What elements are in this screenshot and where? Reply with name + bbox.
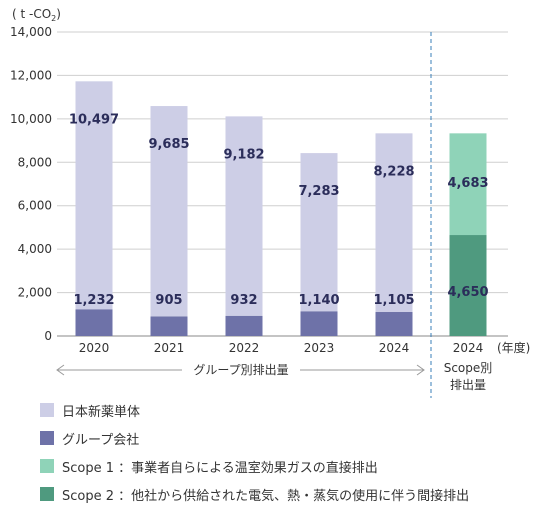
emissions-chart: ( t -CO2) 0 2,000 4,000 6,000 8,000 10,000 12,… [10,7,530,398]
bar-nippon-shinyaku [375,133,413,313]
grid-lines [57,31,508,337]
legend-swatch [40,403,54,417]
bar-nippon-shinyaku [150,106,188,317]
x-tick-label: 2024 [453,341,484,355]
bar-value-label: 9,685 [148,137,189,152]
bar-value-label: 7,283 [298,184,339,199]
legend-label: グループ会社 [62,432,140,448]
x-axis: 2020 2021 2022 2023 2024 2024 [79,341,484,355]
legend-swatch [40,487,54,501]
bar-nippon-shinyaku [225,116,263,316]
x-tick-label: 2022 [229,341,260,355]
y-tick-label: 12,000 [10,68,52,82]
legend-swatch [40,431,54,445]
bar-value-label: 8,228 [373,164,414,179]
scope-group-label-line1: Scope別 [444,361,493,375]
y-tick-label: 4,000 [18,242,52,256]
x-tick-label: 2023 [304,341,335,355]
x-unit-label: (年度) [497,340,530,355]
scope-group-label-line2: 排出量 [450,378,486,392]
bar-group-companies [225,315,263,336]
bar-value-label: 10,497 [69,112,119,127]
x-tick-label: 2020 [79,341,110,355]
x-tick-label: 2024 [379,341,410,355]
legend-label: Scope 2 ：他社から供給された電気、熱・蒸気の使用に伴う間接排出 [62,488,470,504]
bar-value-label: 905 [155,293,182,308]
bar-scope1 [449,133,487,236]
legend-label: 日本新薬単体 [62,404,141,420]
y-tick-label: 2,000 [18,286,52,300]
bar-value-label: 1,232 [73,293,114,308]
bar-value-label: 1,140 [298,293,339,308]
legend-item-scope2: Scope 2 ：他社から供給された電気、熱・蒸気の使用に伴う間接排出 [40,482,469,506]
bars: 1,232 10,497 905 9,685 932 9,182 1,140 7,283 1,1… [69,81,489,336]
legend-item-nippon-shinyaku: 日本新薬単体 [40,398,469,422]
legend-swatch [40,459,54,473]
bar-value-label: 1,105 [373,293,414,308]
bar-group-companies [300,311,338,336]
legend: 日本新薬単体 グループ会社 Scope 1 ：事業者自らによる温室効果ガスの直接… [40,398,469,510]
bar-group-companies [75,309,113,336]
bar-group-companies [150,316,188,336]
bar-value-label: 932 [230,293,257,308]
y-tick-label: 0 [44,329,52,343]
legend-item-scope1: Scope 1 ：事業者自らによる温室効果ガスの直接排出 [40,454,469,478]
y-tick-label: 8,000 [18,155,52,169]
bar-nippon-shinyaku [75,81,113,310]
group-arrow [56,364,425,376]
bar-value-label: 9,182 [223,147,264,162]
x-tick-label: 2021 [154,341,185,355]
bar-value-label: 4,683 [447,176,488,191]
group-label: グループ別排出量 [193,363,288,377]
legend-item-group-companies: グループ会社 [40,426,469,450]
y-tick-label: 10,000 [10,112,52,126]
legend-label: Scope 1 ：事業者自らによる温室効果ガスの直接排出 [62,460,378,476]
y-unit-label: ( t -CO2) [12,7,61,23]
y-unit-subscript: 2 [51,14,56,23]
y-unit-close: ) [56,7,61,21]
bar-value-label: 4,650 [447,285,488,300]
bar-scope2 [449,235,487,336]
bar-nippon-shinyaku [300,153,338,312]
y-axis: 0 2,000 4,000 6,000 8,000 10,000 12,000 14,000 [10,25,52,343]
y-tick-label: 14,000 [10,25,52,39]
y-tick-label: 6,000 [18,199,52,213]
bar-group-companies [375,312,413,336]
